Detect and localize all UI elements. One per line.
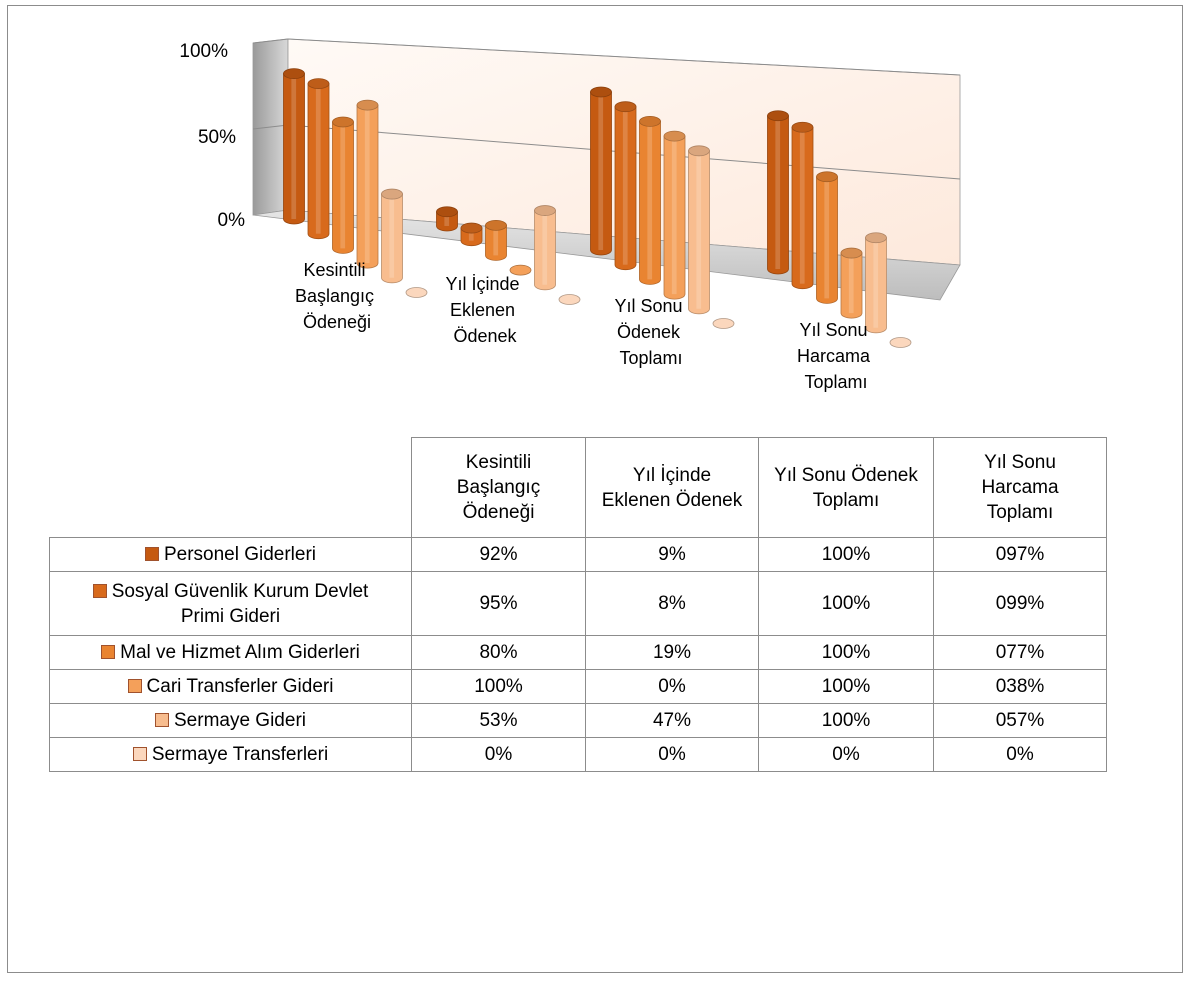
legend-swatch <box>92 583 107 598</box>
table-row: Mal ve Hizmet Alım Giderleri 80% 19% 100% 07… <box>49 635 1107 670</box>
bar-5-3 <box>889 337 912 348</box>
bar-0-1 <box>436 206 458 232</box>
table-cell: 0% <box>585 737 759 772</box>
table-cell: 9% <box>585 537 759 572</box>
table-header-cell: Yıl İçinde Eklenen Ödenek <box>585 437 759 538</box>
bar-1-1 <box>460 222 483 247</box>
legend-swatch <box>127 679 142 693</box>
table-header-cell: Kesintili Başlangıç Ödeneği <box>411 437 586 538</box>
bar-4-3 <box>865 232 887 334</box>
table-cell: 0% <box>933 737 1107 772</box>
table-row: Sosyal Güvenlik Kurum Devlet Primi Gideri… <box>49 571 1107 636</box>
table-row: Sermaye Transferleri 0% 0% 0% 0% <box>49 737 1107 772</box>
series-label: Cari Transferler Gideri <box>49 669 412 704</box>
table-header-row: Kesintili Başlangıç Ödeneği Yıl İçinde E… <box>49 437 1107 538</box>
bar-2-0 <box>332 116 354 254</box>
category-label: Yıl Sonu Ödenek Toplamı <box>614 296 687 368</box>
table-cell: 057% <box>933 703 1107 738</box>
y-tick-label: 50% <box>198 127 236 148</box>
table-corner <box>49 437 412 538</box>
chart-floor <box>252 209 961 301</box>
bar-0-2 <box>590 86 612 256</box>
series-name: Sermaye Gideri <box>174 710 306 731</box>
bar-2-3 <box>816 171 838 304</box>
table-cell: 099% <box>933 571 1107 636</box>
bar-2-1 <box>485 219 507 261</box>
table-cell: 47% <box>585 703 759 738</box>
category-label: Yıl İçinde Eklenen Ödenek <box>445 274 524 346</box>
table-header-cell: Yıl Sonu Ödenek Toplamı <box>758 437 934 538</box>
bar-0-0 <box>283 68 305 225</box>
series-name: Sermaye Transferleri <box>151 744 329 765</box>
series-name: Sosyal Güvenlik Kurum Devlet <box>111 580 369 602</box>
legend-swatch <box>132 747 147 761</box>
table-cell: 100% <box>758 537 934 572</box>
table-header-cell: Yıl Sonu Harcama Toplamı <box>933 437 1107 538</box>
series-name: Mal ve Hizmet Alım Giderleri <box>120 642 360 663</box>
table-cell: 0% <box>411 737 586 772</box>
bar-1-2 <box>614 101 637 271</box>
table-cell: 100% <box>758 635 934 670</box>
bar-3-1 <box>509 264 532 276</box>
series-label: Sermaye Transferleri <box>49 737 412 772</box>
category-label: Yıl Sonu Harcama Toplamı <box>797 320 875 392</box>
table-cell: 100% <box>758 571 934 636</box>
series-name: Primi Gideri <box>180 605 281 627</box>
table-row: Cari Transferler Gideri 100% 0% 100% 038% <box>49 669 1107 704</box>
legend-swatch <box>101 645 116 659</box>
series-label: Mal ve Hizmet Alım Giderleri <box>49 635 412 670</box>
bar-5-0 <box>405 287 428 298</box>
table-row: Sermaye Gideri 53% 47% 100% 057% <box>49 703 1107 738</box>
bar-3-3 <box>840 247 863 319</box>
table-cell: 80% <box>411 635 586 670</box>
bar-3-0 <box>356 99 379 269</box>
table-cell: 077% <box>933 635 1107 670</box>
series-label: Sosyal Güvenlik Kurum Devlet Primi Gideri <box>49 571 412 636</box>
series-name: Personel Giderleri <box>163 544 317 565</box>
bar-4-0 <box>381 188 403 284</box>
table-cell: 95% <box>411 571 586 636</box>
gridline-100 <box>252 38 961 76</box>
bar-4-2 <box>688 145 710 315</box>
bar-2-2 <box>639 116 661 285</box>
series-name: Cari Transferler Gideri <box>146 676 334 697</box>
data-table: Kesintili Başlangıç Ödeneği Yıl İçinde E… <box>49 437 1107 772</box>
table-cell: 097% <box>933 537 1107 572</box>
bar-0-3 <box>767 110 789 275</box>
table-cell: 100% <box>411 669 586 704</box>
y-tick-label: 100% <box>179 41 228 62</box>
category-label: Kesintili Başlangıç Ödeneği <box>295 260 379 332</box>
table-cell: 100% <box>758 669 934 704</box>
table-cell: 19% <box>585 635 759 670</box>
table-cell: 038% <box>933 669 1107 704</box>
bar-3-2 <box>663 130 686 300</box>
legend-swatch <box>144 547 159 561</box>
bar-5-2 <box>712 318 735 329</box>
table-cell: 0% <box>758 737 934 772</box>
bar-1-3 <box>791 121 814 290</box>
bar-4-1 <box>534 205 556 291</box>
y-tick-label: 0% <box>218 210 246 231</box>
table-cell: 100% <box>758 703 934 738</box>
table-row: Personel Giderleri 92% 9% 100% 097% <box>49 537 1107 572</box>
table-cell: 8% <box>585 571 759 636</box>
table-cell: 0% <box>585 669 759 704</box>
legend-swatch <box>155 713 169 727</box>
bar-1-0 <box>307 78 330 240</box>
chart-plot: 100% 50% 0% Kesintili Başlangıç Ödeneği … <box>179 38 961 392</box>
bar-5-1 <box>558 294 581 305</box>
series-label: Sermaye Gideri <box>49 703 412 738</box>
table-cell: 92% <box>411 537 586 572</box>
series-label: Personel Giderleri <box>49 537 412 572</box>
chart-bars <box>283 68 912 348</box>
table-cell: 53% <box>411 703 586 738</box>
